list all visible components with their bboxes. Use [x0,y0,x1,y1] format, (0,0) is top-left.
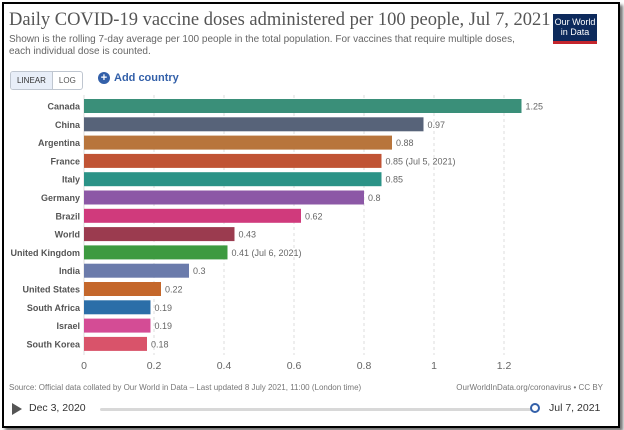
category-label: Israel [56,321,80,331]
bar [84,99,522,113]
category-label: Canada [47,102,81,112]
value-label: 0.43 [239,230,257,240]
category-label: China [55,120,81,130]
bar [84,190,364,205]
timeline: Dec 3, 2020 Jul 7, 2021 [0,400,624,420]
bar [84,208,301,223]
bar [84,318,151,333]
timeline-start-date[interactable]: Dec 3, 2020 [29,402,86,414]
value-label: 0.3 [193,266,206,276]
category-label: World [55,230,80,240]
category-label: Italy [62,175,80,185]
add-country-label: Add country [114,72,179,84]
timeline-handle[interactable] [530,403,540,413]
scale-toggle: LINEAR LOG [10,71,83,90]
value-label: 1.25 [526,102,544,112]
value-label: 0.8 [368,193,381,203]
bar [84,300,151,315]
x-tick-label: 0.6 [287,360,302,372]
category-label: Germany [41,193,80,203]
category-label: United Kingdom [11,248,81,258]
source-note: Source: Official data collated by Our Wo… [9,383,362,392]
category-label: France [50,156,80,166]
value-label: 0.62 [305,211,323,221]
bar [84,245,228,260]
value-label: 0.18 [151,339,169,349]
timeline-track[interactable] [100,408,535,411]
source-link[interactable]: OurWorldInData.org/coronavirus • CC BY [456,383,603,392]
category-label: United States [22,285,80,295]
value-label: 0.88 [396,138,414,148]
category-label: South Africa [27,303,81,313]
bar [84,153,382,168]
plus-circle-icon: + [98,72,110,84]
value-label: 0.85 (Jul 5, 2021) [386,156,456,166]
bar [84,117,424,132]
category-label: South Korea [26,339,80,349]
category-label: Brazil [55,211,80,221]
timeline-end-date[interactable]: Jul 7, 2021 [549,402,601,414]
bar [84,172,382,187]
x-tick-label: 0.4 [217,360,232,372]
category-label: Argentina [38,138,81,148]
bar [84,282,161,296]
chart-title: Daily COVID-19 vaccine doses administere… [9,10,551,30]
value-label: 0.85 [386,175,404,185]
bar [84,135,392,150]
bar [84,263,189,278]
value-label: 0.19 [155,321,173,331]
value-label: 0.22 [165,285,183,295]
add-country-button[interactable]: + Add country [98,72,179,84]
chart-subtitle: Shown is the rolling 7-day average per 1… [9,34,515,57]
bar [84,227,235,242]
x-tick-label: 1.2 [497,360,512,372]
x-tick-label: 0 [81,360,87,372]
log-scale-button[interactable]: LOG [58,76,76,85]
logo-line-1: Our World [554,17,596,27]
value-label: 0.19 [155,303,173,313]
value-label: 0.97 [428,120,446,130]
x-tick-label: 1 [431,360,437,372]
x-tick-label: 0.2 [147,360,162,372]
logo-line-2: in Data [560,27,590,37]
value-label: 0.41 (Jul 6, 2021) [232,248,302,258]
bar [84,336,147,351]
category-label: India [59,266,81,276]
play-icon[interactable] [12,403,22,415]
linear-scale-button[interactable]: LINEAR [11,72,53,89]
x-tick-label: 0.8 [357,360,372,372]
owid-logo[interactable]: Our World in Data [553,14,597,44]
